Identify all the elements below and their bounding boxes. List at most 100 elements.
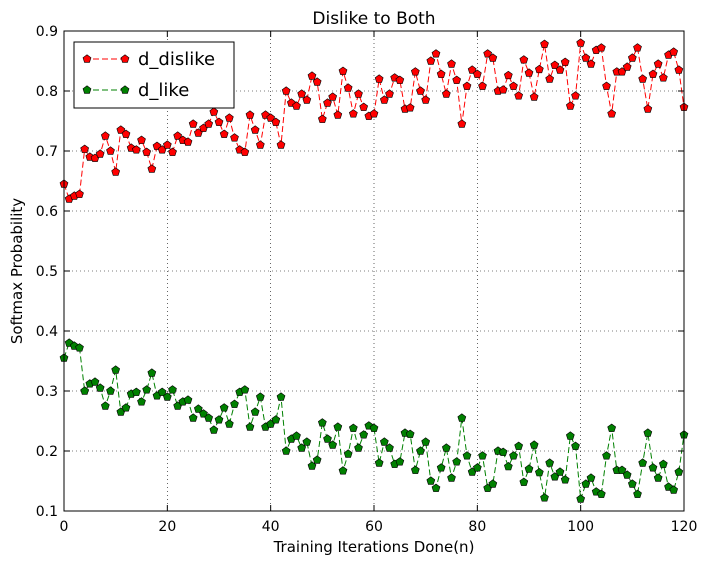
data-point bbox=[245, 422, 255, 431]
series-d-dislike bbox=[59, 38, 689, 203]
series-layer bbox=[59, 38, 689, 503]
data-point bbox=[669, 485, 679, 494]
data-point bbox=[116, 125, 126, 134]
data-point bbox=[137, 397, 146, 406]
data-point bbox=[596, 489, 606, 498]
data-point bbox=[509, 451, 518, 460]
y-tick-label: 0.8 bbox=[36, 84, 58, 100]
x-tick-label: 80 bbox=[468, 519, 486, 535]
data-point bbox=[307, 71, 317, 80]
data-point bbox=[137, 135, 146, 144]
data-point bbox=[638, 458, 648, 467]
data-point bbox=[519, 477, 529, 486]
data-point bbox=[271, 415, 281, 424]
data-point bbox=[602, 451, 611, 460]
data-point bbox=[633, 43, 642, 52]
data-point bbox=[224, 419, 234, 428]
legend-marker bbox=[120, 85, 130, 94]
data-point bbox=[80, 144, 90, 153]
data-point bbox=[488, 53, 498, 62]
data-point bbox=[571, 441, 580, 450]
data-point bbox=[281, 86, 291, 95]
data-point bbox=[658, 73, 668, 82]
data-point bbox=[147, 164, 157, 173]
data-point bbox=[276, 140, 286, 149]
data-point bbox=[421, 95, 431, 104]
data-point bbox=[323, 98, 332, 107]
data-point bbox=[147, 368, 157, 377]
data-point bbox=[209, 107, 219, 116]
data-point bbox=[555, 65, 565, 74]
legend-label: d_like bbox=[138, 80, 189, 101]
data-point bbox=[565, 431, 575, 440]
data-point bbox=[142, 147, 152, 156]
legend-entry: d_dislike bbox=[82, 49, 215, 70]
data-point bbox=[529, 92, 539, 101]
data-point bbox=[168, 385, 177, 394]
y-tick-label: 0.9 bbox=[36, 24, 58, 40]
data-point bbox=[457, 413, 467, 422]
data-point bbox=[447, 473, 456, 482]
y-tick-label: 0.2 bbox=[36, 444, 58, 460]
data-point bbox=[483, 49, 493, 58]
data-point bbox=[529, 440, 539, 449]
data-point bbox=[80, 386, 90, 395]
data-point bbox=[199, 409, 208, 418]
data-point bbox=[106, 146, 115, 155]
data-point bbox=[348, 423, 358, 432]
data-point bbox=[472, 463, 482, 472]
data-point bbox=[524, 68, 534, 77]
data-point bbox=[183, 395, 193, 404]
data-point bbox=[157, 387, 167, 396]
data-point bbox=[607, 109, 617, 118]
data-point bbox=[560, 475, 570, 484]
data-point bbox=[395, 75, 405, 84]
data-point bbox=[121, 403, 131, 412]
data-point bbox=[359, 430, 369, 439]
data-point bbox=[354, 443, 363, 452]
data-point bbox=[255, 140, 265, 149]
data-point bbox=[75, 189, 84, 198]
data-point bbox=[75, 343, 84, 352]
x-tick-label: 40 bbox=[262, 519, 280, 535]
data-point bbox=[95, 383, 105, 392]
data-point bbox=[478, 451, 487, 460]
data-point bbox=[462, 451, 472, 460]
data-point bbox=[627, 53, 637, 62]
data-point bbox=[121, 129, 131, 138]
data-point bbox=[648, 69, 658, 78]
data-point bbox=[173, 131, 183, 140]
data-point bbox=[648, 463, 658, 472]
data-point bbox=[534, 468, 544, 477]
y-axis-label: Softmax Probability bbox=[8, 198, 26, 344]
data-point bbox=[230, 399, 239, 408]
data-point bbox=[472, 69, 482, 78]
data-point bbox=[581, 53, 591, 62]
data-point bbox=[674, 65, 684, 74]
data-point bbox=[312, 77, 322, 86]
data-point bbox=[317, 114, 327, 123]
data-point bbox=[498, 85, 508, 94]
data-point bbox=[374, 74, 384, 83]
data-point bbox=[359, 102, 369, 111]
data-point bbox=[462, 81, 472, 90]
data-point bbox=[669, 47, 679, 56]
data-point bbox=[416, 86, 425, 95]
data-point bbox=[441, 443, 451, 452]
data-point bbox=[550, 60, 560, 69]
data-point bbox=[302, 437, 312, 446]
data-point bbox=[100, 131, 110, 140]
data-point bbox=[343, 449, 353, 458]
data-point bbox=[638, 74, 648, 83]
data-point bbox=[674, 467, 684, 476]
data-point bbox=[214, 415, 224, 424]
y-tick-label: 0.3 bbox=[36, 384, 58, 400]
data-point bbox=[219, 403, 229, 412]
data-point bbox=[627, 479, 637, 488]
data-point bbox=[369, 423, 379, 432]
data-point bbox=[457, 119, 467, 128]
data-point bbox=[162, 140, 172, 149]
x-axis-label: Training Iterations Done(n) bbox=[273, 538, 475, 556]
data-point bbox=[276, 392, 286, 401]
data-point bbox=[586, 59, 596, 68]
